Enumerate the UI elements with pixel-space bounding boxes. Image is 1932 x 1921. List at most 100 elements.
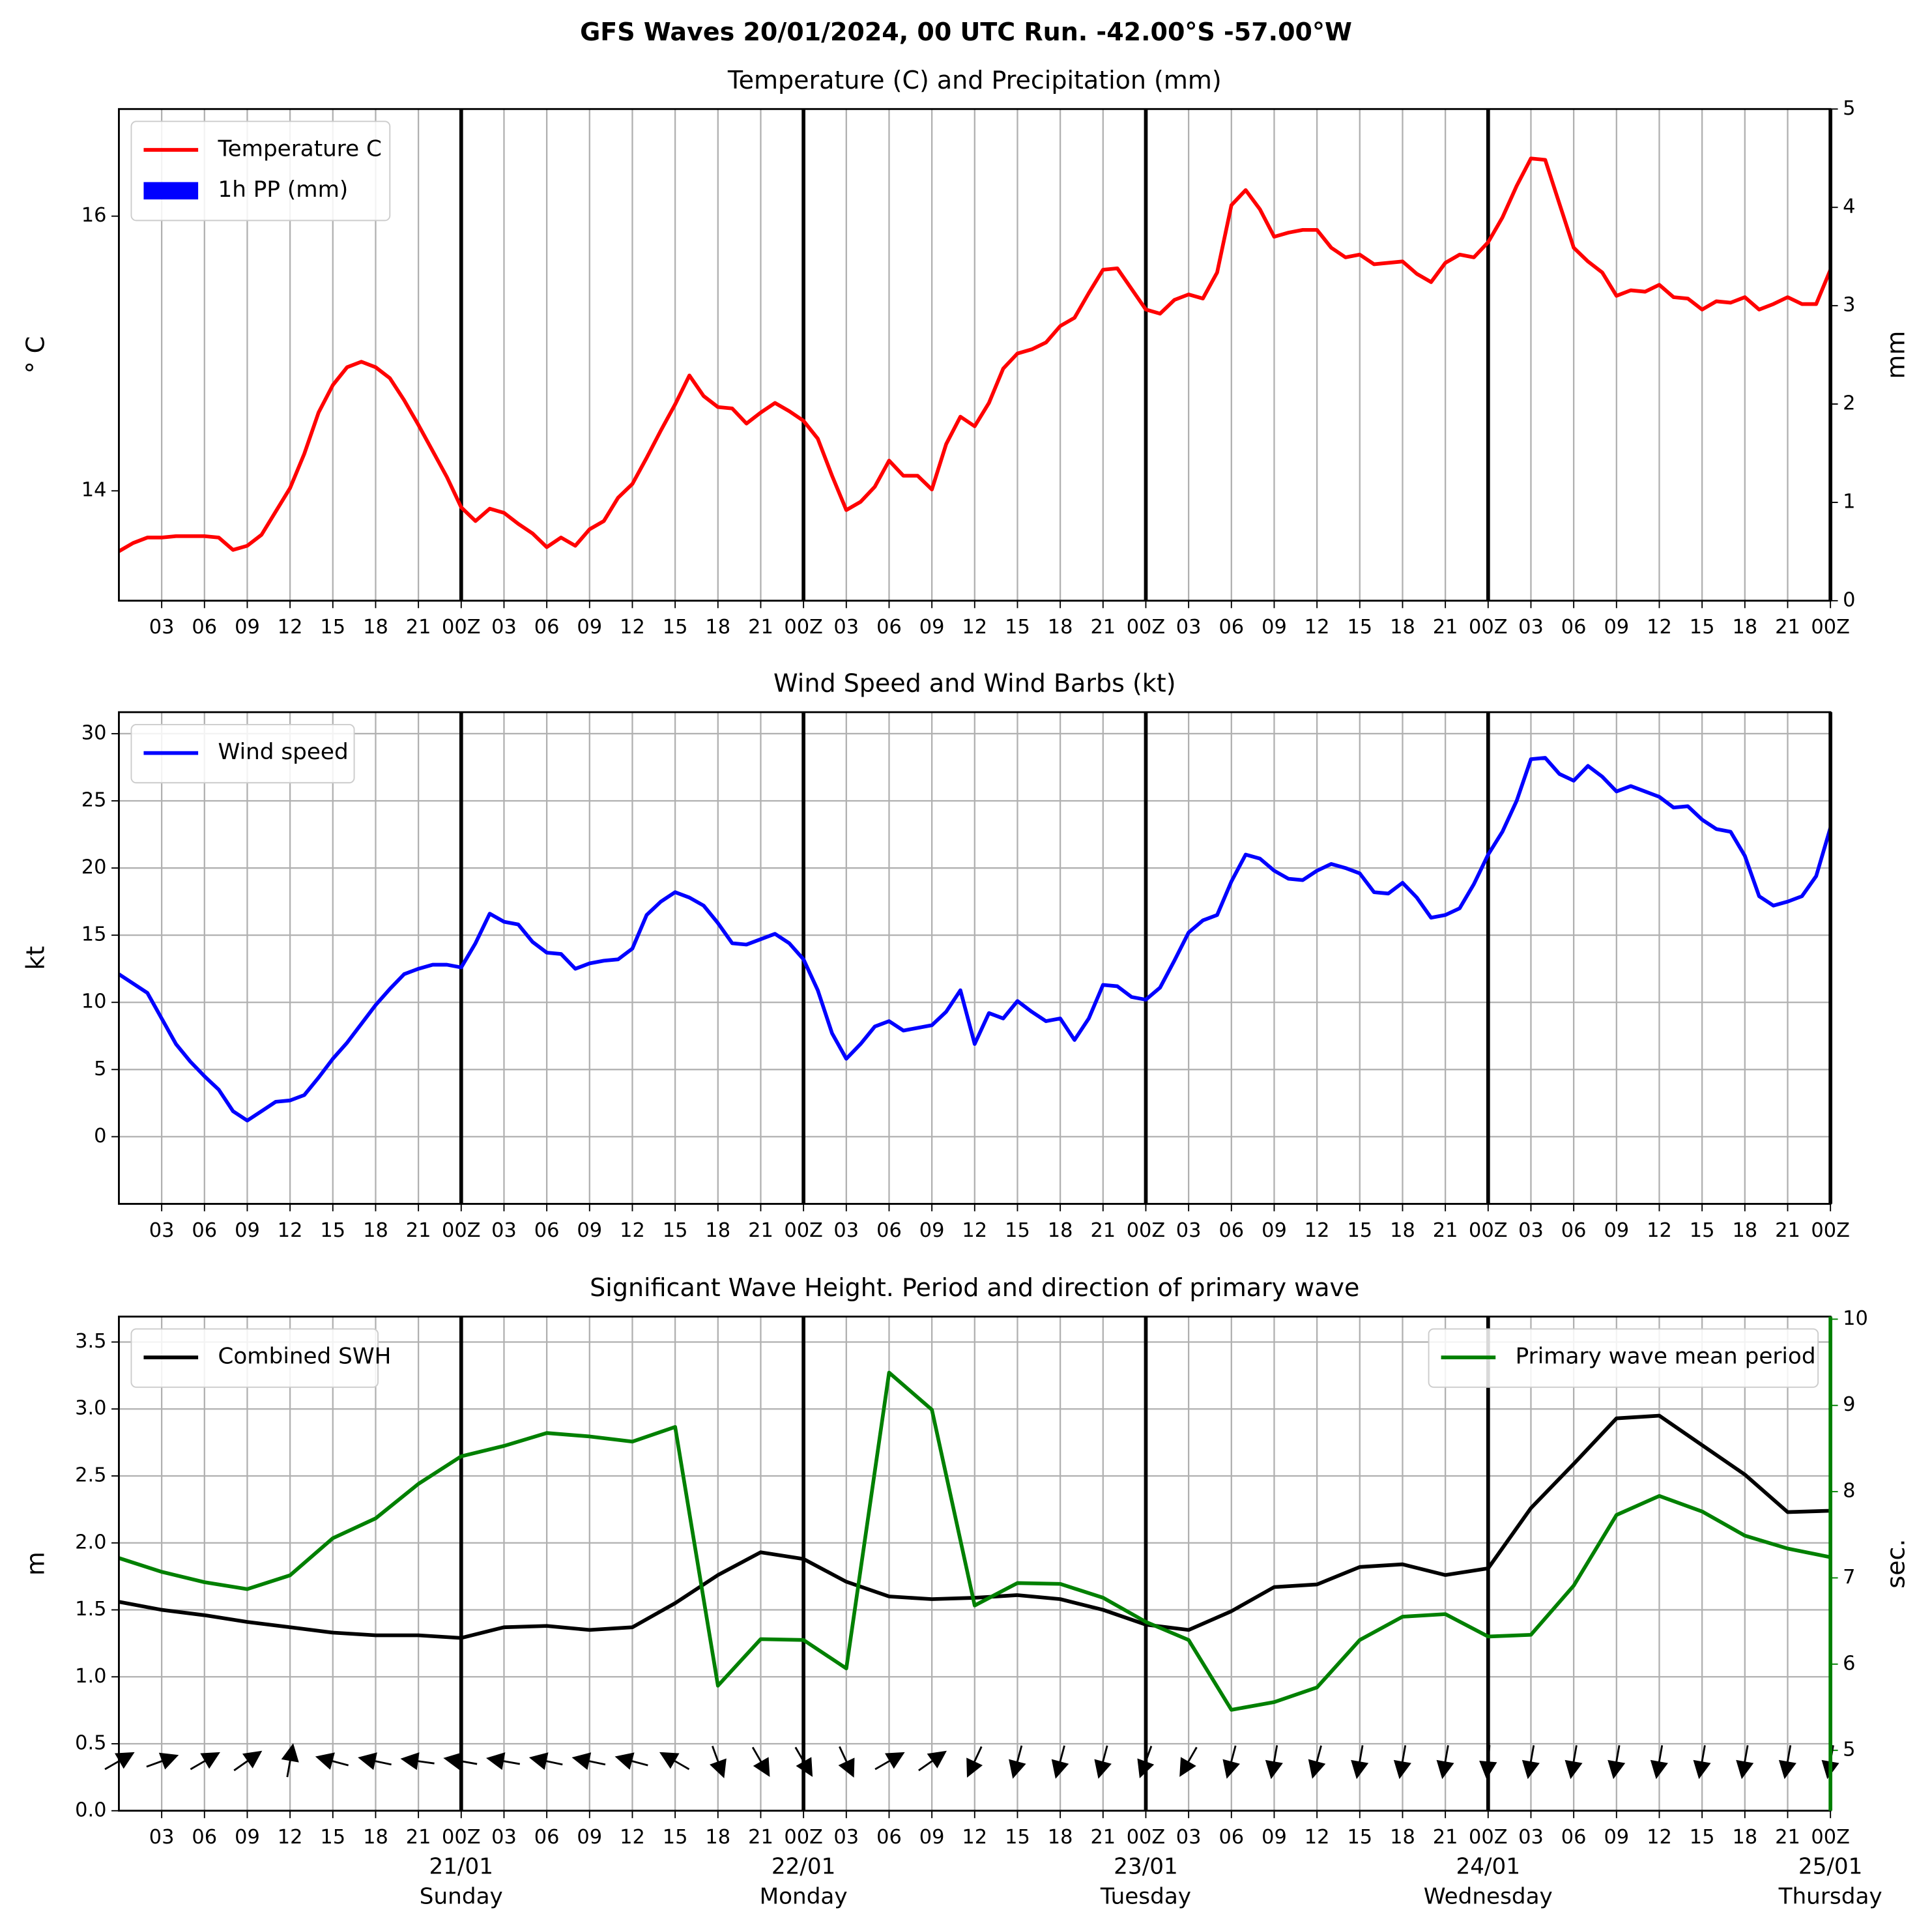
date-label: 25/01 — [1798, 1854, 1863, 1880]
x-tick-label: 18 — [1732, 1826, 1757, 1849]
wave-direction-arrow — [1009, 1745, 1026, 1779]
wave-direction-arrow — [918, 1750, 947, 1772]
y-tick-label: 30 — [81, 721, 107, 744]
x-tick-label: 15 — [663, 616, 688, 639]
x-tick-label: 00Z — [784, 1826, 823, 1849]
series-line — [117, 756, 1832, 1123]
y-tick-label: 16 — [81, 204, 107, 227]
wave-direction-arrow — [1051, 1745, 1069, 1779]
x-tick-label: 21 — [1775, 1219, 1800, 1242]
x-tick-label: 00Z — [442, 1219, 481, 1242]
y2-tick-label: 3 — [1843, 294, 1855, 317]
wave-direction-arrow — [1778, 1745, 1796, 1780]
x-tick-label: 15 — [1347, 616, 1372, 639]
wave-direction-arrow — [1521, 1745, 1540, 1780]
x-tick-label: 09 — [577, 1219, 602, 1242]
y2-tick-label: 5 — [1843, 97, 1855, 120]
y-tick-label: 10 — [81, 990, 107, 1013]
wave-direction-arrow — [1693, 1745, 1711, 1780]
x-tick-label: 15 — [1690, 1826, 1715, 1849]
x-tick-label: 06 — [192, 1219, 217, 1242]
wave-direction-arrow — [1564, 1745, 1583, 1780]
x-tick-label: 18 — [1048, 616, 1073, 639]
x-tick-label: 00Z — [1469, 616, 1508, 639]
x-tick-label: 09 — [1262, 1826, 1287, 1849]
x-tick-label: 15 — [320, 1826, 345, 1849]
wave-direction-arrow — [966, 1746, 983, 1778]
day-label: Sunday — [420, 1883, 503, 1909]
panel-title: Wind Speed and Wind Barbs (kt) — [773, 669, 1175, 698]
x-tick-label: 03 — [1518, 616, 1544, 639]
x-tick-label: 00Z — [442, 616, 481, 639]
x-tick-label: 21 — [1090, 616, 1116, 639]
wave-direction-arrow — [485, 1752, 521, 1770]
wave-direction-arrow — [838, 1746, 855, 1778]
y-tick-label: 20 — [81, 856, 107, 879]
wave-direction-arrow — [358, 1752, 392, 1770]
x-tick-label: 21 — [748, 1826, 773, 1849]
x-tick-label: 12 — [1305, 616, 1330, 639]
x-tick-label: 00Z — [784, 1219, 823, 1242]
date-label: 21/01 — [429, 1854, 494, 1880]
series-line — [118, 156, 1832, 553]
x-tick-label: 03 — [491, 1826, 517, 1849]
y-tick-label: 5 — [94, 1058, 106, 1080]
wave-direction-arrow — [571, 1752, 606, 1770]
wave-direction-arrow — [1608, 1745, 1626, 1780]
x-tick-label: 15 — [1347, 1219, 1372, 1242]
y-tick-label: 3.0 — [75, 1397, 106, 1420]
wave-direction-arrow — [751, 1746, 770, 1777]
wave-direction-arrow — [1436, 1745, 1454, 1780]
panel-title: Significant Wave Height. Period and dire… — [590, 1273, 1359, 1302]
y-tick-label: 1.0 — [75, 1665, 106, 1688]
x-tick-label: 12 — [278, 1219, 303, 1242]
legend-label: Temperature C — [218, 136, 382, 162]
y2-axis-label: mm — [1881, 331, 1910, 379]
x-tick-label: 21 — [1090, 1826, 1116, 1849]
day-label: Monday — [760, 1883, 848, 1909]
x-tick-label: 18 — [1390, 1826, 1415, 1849]
x-tick-label: 18 — [363, 616, 388, 639]
x-tick-label: 09 — [235, 1826, 260, 1849]
x-tick-label: 00Z — [1811, 1826, 1850, 1849]
wave-direction-arrow — [315, 1752, 349, 1770]
wave-direction-arrow — [190, 1752, 220, 1770]
x-tick-label: 21 — [1775, 1826, 1800, 1849]
x-tick-label: 12 — [1305, 1219, 1330, 1242]
x-tick-label: 21 — [1433, 616, 1458, 639]
x-tick-label: 09 — [1262, 616, 1287, 639]
x-tick-label: 09 — [919, 1219, 945, 1242]
x-tick-label: 12 — [1647, 1826, 1672, 1849]
y-tick-label: 25 — [81, 788, 107, 811]
wave-direction-arrow — [1179, 1746, 1198, 1777]
x-tick-label: 15 — [320, 1219, 345, 1242]
y2-tick-label: 10 — [1843, 1307, 1868, 1330]
y2-tick-label: 9 — [1843, 1393, 1855, 1416]
wave-direction-arrow — [443, 1752, 478, 1770]
day-label: Wednesday — [1424, 1883, 1553, 1909]
x-tick-label: 15 — [663, 1219, 688, 1242]
x-tick-label: 00Z — [442, 1826, 481, 1849]
x-tick-label: 06 — [1561, 1219, 1587, 1242]
legend-label: 1h PP (mm) — [218, 177, 349, 203]
figure-title: GFS Waves 20/01/2024, 00 UTC Run. -42.00… — [580, 18, 1352, 46]
x-tick-label: 12 — [620, 1826, 645, 1849]
x-tick-label: 09 — [1604, 1826, 1629, 1849]
x-tick-label: 09 — [1604, 1219, 1629, 1242]
x-tick-label: 15 — [1005, 1826, 1030, 1849]
date-label: 24/01 — [1456, 1854, 1521, 1880]
wave-direction-arrow — [659, 1752, 690, 1770]
x-tick-label: 06 — [1218, 1826, 1244, 1849]
y-tick-label: 14 — [81, 479, 107, 502]
wave-direction-arrow — [1479, 1745, 1497, 1780]
x-tick-label: 18 — [363, 1826, 388, 1849]
x-tick-label: 06 — [1561, 1826, 1587, 1849]
x-tick-label: 18 — [1390, 1219, 1415, 1242]
x-tick-label: 15 — [1347, 1826, 1372, 1849]
x-tick-label: 21 — [1433, 1826, 1458, 1849]
x-tick-label: 03 — [1518, 1826, 1544, 1849]
legend-label: Wind speed — [218, 739, 349, 765]
legend-label: Primary wave mean period — [1516, 1344, 1816, 1370]
x-tick-label: 06 — [534, 1219, 560, 1242]
